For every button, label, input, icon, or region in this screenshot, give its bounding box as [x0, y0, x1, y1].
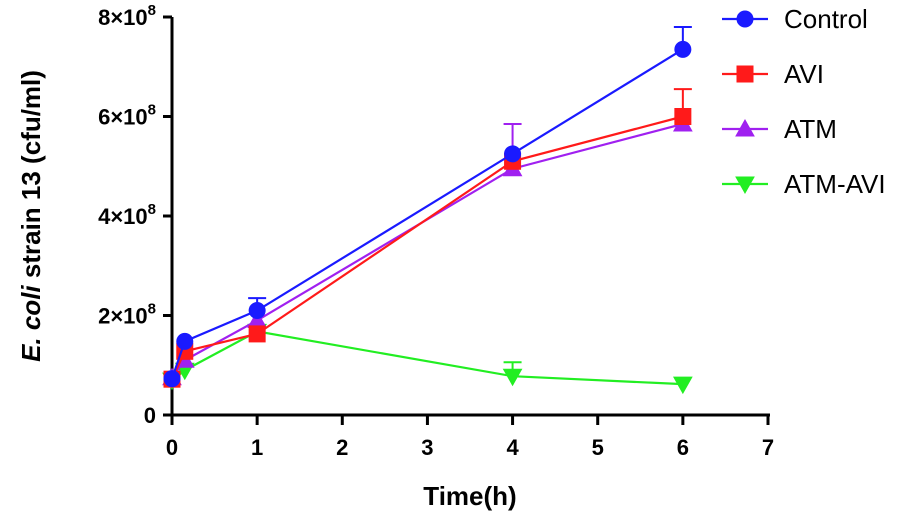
- data-point-control: [248, 302, 266, 320]
- y-tick-base: 6×10: [98, 105, 148, 130]
- y-tick-label: 8×108: [98, 2, 156, 30]
- x-axis-title: Time(h): [423, 481, 516, 511]
- legend-item-control: Control: [722, 4, 868, 34]
- y-tick-label: 6×108: [98, 102, 156, 130]
- data-point-avi: [248, 325, 266, 343]
- y-axis-title-italic: E. coli: [16, 285, 46, 362]
- series-control: [163, 25, 692, 388]
- x-tick-label: 5: [592, 435, 604, 460]
- y-tick-label: 2×108: [98, 301, 156, 329]
- legend-label: Control: [784, 4, 868, 34]
- y-tick-base: 4×10: [98, 204, 148, 229]
- x-tick-label: 3: [421, 435, 433, 460]
- series-atm-avi: [162, 323, 693, 395]
- x-tick-label: 4: [506, 435, 519, 460]
- y-tick-exponent: 8: [148, 301, 156, 318]
- axes: [170, 17, 770, 417]
- y-tick-base: 0: [144, 403, 156, 428]
- data-point-control: [163, 370, 181, 388]
- data-point-atm-avi: [673, 376, 693, 395]
- data-point-avi: [674, 108, 692, 125]
- legend-item-atm-avi: ATM-AVI: [722, 169, 886, 199]
- y-tick-exponent: 8: [148, 201, 156, 218]
- y-tick-exponent: 8: [148, 102, 156, 119]
- x-tick-label: 1: [251, 435, 263, 460]
- legend-marker: [735, 118, 755, 137]
- legend-marker: [736, 65, 754, 83]
- series-line-atm: [171, 122, 684, 379]
- legend-item-atm: ATM: [722, 114, 837, 144]
- x-ticks: 0 1 2 3 4 5 6 7: [166, 415, 774, 460]
- legend-label: ATM-AVI: [784, 169, 886, 199]
- data-point-control: [176, 332, 194, 350]
- series-group: [162, 25, 693, 395]
- legend-label: ATM: [784, 114, 837, 144]
- legend-marker: [736, 10, 754, 28]
- x-tick-label: 0: [166, 435, 178, 460]
- y-tick-base: 2×10: [98, 304, 148, 329]
- series-avi: [163, 88, 692, 388]
- y-tick-base: 8×10: [98, 5, 148, 30]
- legend-item-avi: AVI: [722, 59, 824, 89]
- data-point-atm-avi: [502, 368, 523, 387]
- x-tick-label: 6: [677, 435, 689, 460]
- series-line-avi: [171, 115, 684, 380]
- x-tick-label: 7: [762, 435, 774, 460]
- legend-label: AVI: [784, 59, 824, 89]
- y-tick-exponent: 8: [148, 2, 156, 19]
- y-axis-title: E. coli strain 13 (cfu/ml): [16, 70, 46, 362]
- data-point-control: [504, 145, 522, 163]
- legend-marker: [735, 176, 755, 195]
- data-point-control: [674, 40, 692, 58]
- y-tick-label: 4×108: [98, 201, 156, 229]
- y-axis-title-rest: strain 13 (cfu/ml): [16, 70, 46, 285]
- series-line-control: [170, 48, 684, 380]
- x-tick-label: 2: [336, 435, 348, 460]
- series-line-atm-avi: [171, 330, 683, 386]
- series-atm: [162, 113, 693, 386]
- y-tick-label: 0: [144, 403, 156, 428]
- legend: Control AVI ATM ATM-AVI: [722, 4, 886, 199]
